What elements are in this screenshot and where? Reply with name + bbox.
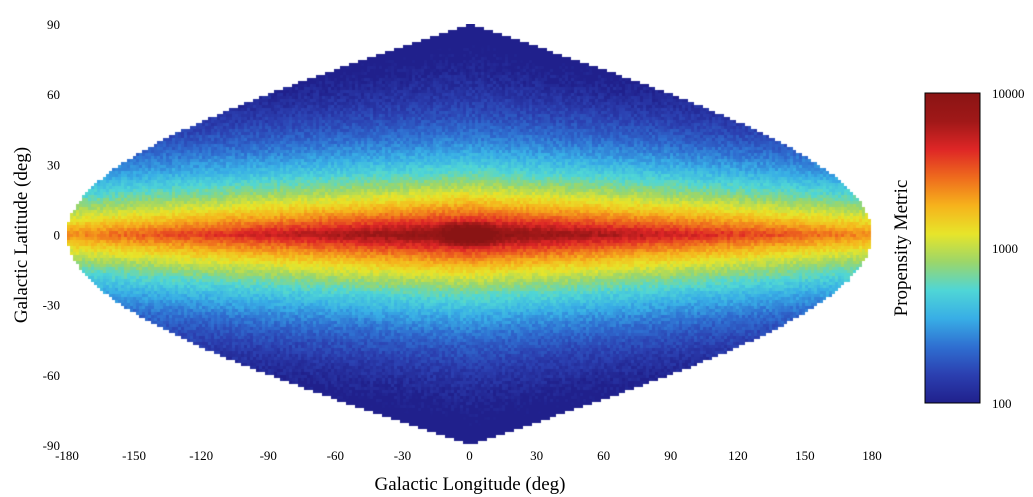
x-tick-label: -150 bbox=[122, 448, 146, 463]
x-tick-label: 150 bbox=[795, 448, 815, 463]
x-tick-label: -120 bbox=[189, 448, 213, 463]
x-tick-label: 120 bbox=[728, 448, 748, 463]
x-axis-label: Galactic Longitude (deg) bbox=[375, 474, 566, 495]
x-tick-label: -180 bbox=[55, 448, 79, 463]
y-tick-label: 60 bbox=[47, 87, 60, 102]
x-axis-ticks: -180 -150 -120 -90 -60 -30 0 30 60 90 120 150 180 bbox=[55, 448, 882, 463]
colorbar-ticks: 10000 1000 100 bbox=[992, 86, 1025, 411]
colorbar-tick-label: 1000 bbox=[992, 241, 1018, 256]
colorbar-label: Propensity Metric bbox=[891, 180, 912, 317]
y-tick-label: -60 bbox=[43, 368, 60, 383]
y-tick-label: 30 bbox=[47, 157, 60, 172]
x-tick-label: 30 bbox=[530, 448, 543, 463]
y-tick-label: 90 bbox=[47, 17, 60, 32]
x-tick-label: 90 bbox=[664, 448, 677, 463]
x-tick-label: -60 bbox=[327, 448, 344, 463]
x-tick-label: 180 bbox=[862, 448, 882, 463]
y-axis-ticks: 90 60 30 0 -30 -60 -90 bbox=[43, 17, 60, 453]
colorbar-tick-label: 100 bbox=[992, 396, 1012, 411]
x-tick-label: 60 bbox=[597, 448, 610, 463]
x-tick-label: -90 bbox=[260, 448, 277, 463]
y-axis-label: Galactic Latitude (deg) bbox=[11, 147, 32, 323]
x-tick-label: -30 bbox=[394, 448, 411, 463]
y-tick-label: -30 bbox=[43, 298, 60, 313]
y-tick-label: 0 bbox=[54, 228, 61, 243]
sky-map-heatmap bbox=[67, 24, 872, 445]
x-tick-label: 0 bbox=[466, 448, 473, 463]
colorbar-tick-label: 10000 bbox=[992, 86, 1025, 101]
y-tick-label: -90 bbox=[43, 438, 60, 453]
colorbar bbox=[924, 92, 981, 404]
